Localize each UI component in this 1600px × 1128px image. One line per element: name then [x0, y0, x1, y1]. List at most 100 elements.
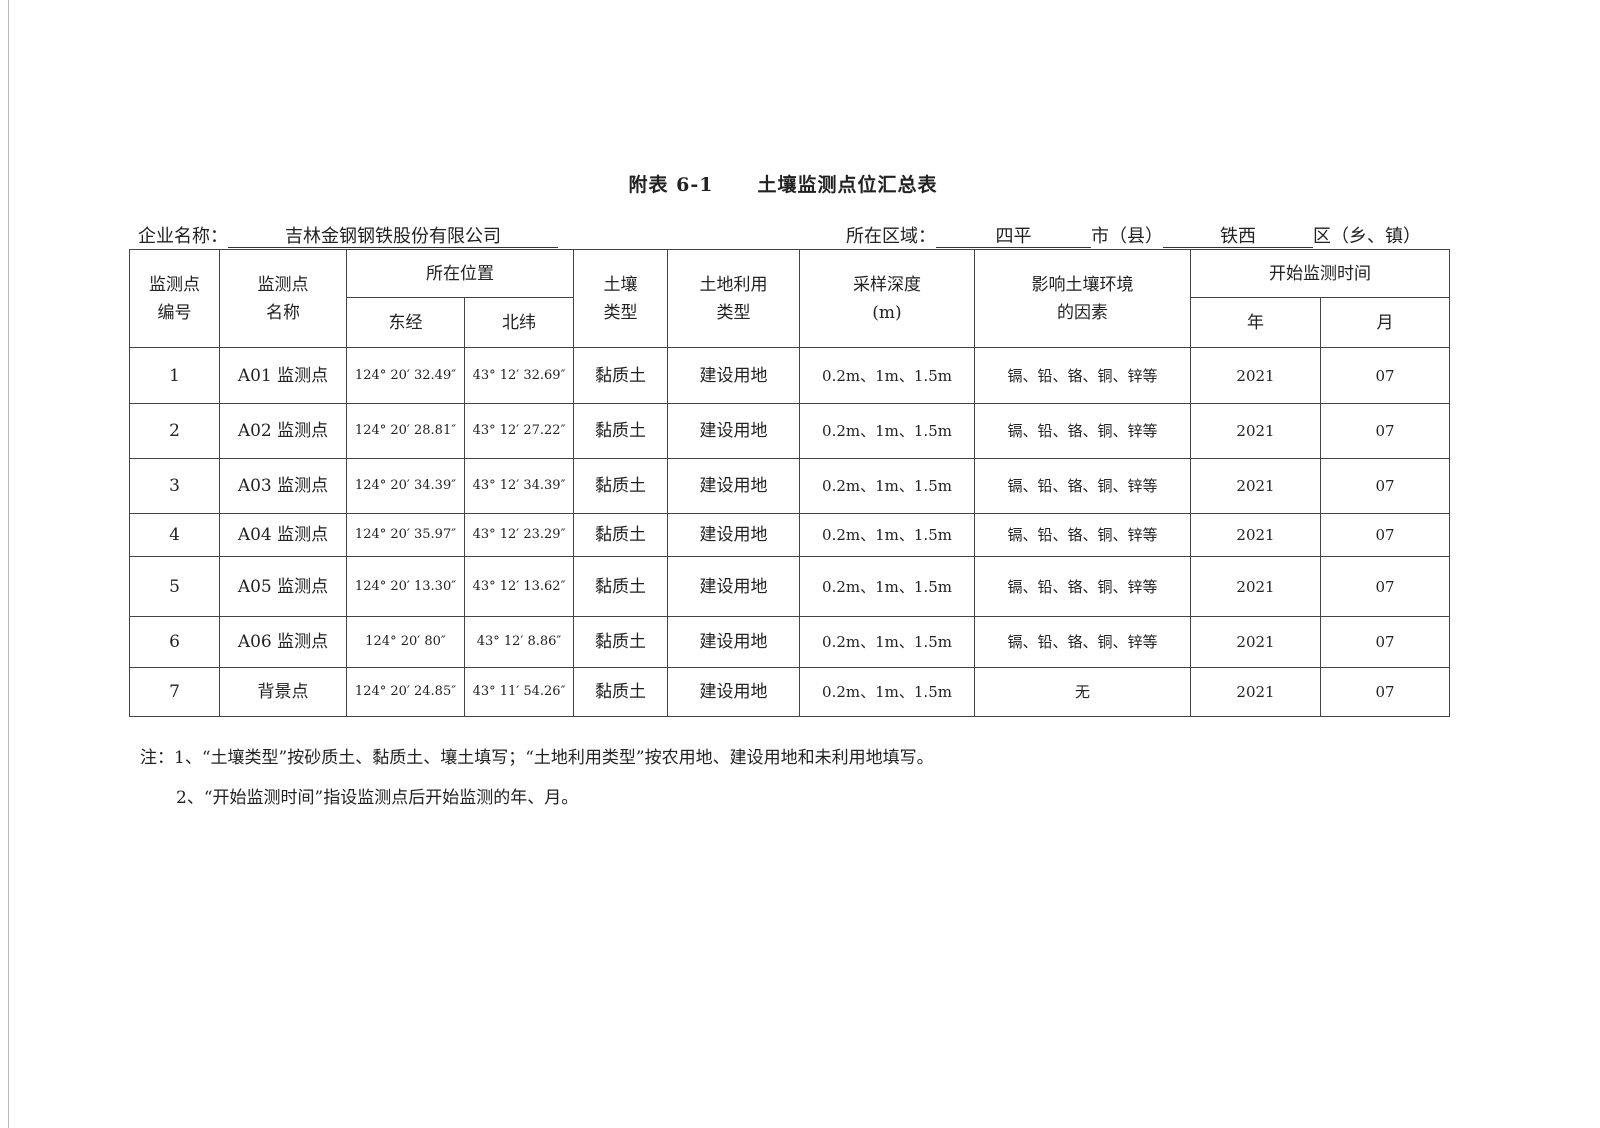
cell-name: A02 监测点	[219, 403, 347, 459]
cell-month: 07	[1320, 458, 1450, 514]
cell-depth: 0.2m、1m、1.5m	[799, 403, 975, 459]
cell-land: 建设用地	[667, 403, 800, 459]
monitoring-points-table: 监测点编号 监测点名称 所在位置 土壤类型 土地利用类型 采样深度(m) 影响土…	[129, 249, 1450, 717]
table-row: 3 A03 监测点 124° 20′ 34.39″ 43° 12′ 34.39″ 黏质土…	[129, 458, 1450, 514]
cell-land: 建设用地	[667, 458, 800, 514]
header-start: 开始监测时间	[1190, 249, 1450, 298]
cell-lat: 43° 11′ 54.26″	[464, 667, 574, 717]
cell-year: 2021	[1190, 616, 1321, 668]
cell-name: A04 监测点	[219, 513, 347, 557]
cell-lon: 124° 20′ 34.39″	[346, 458, 465, 514]
table-row: 7 背景点 124° 20′ 24.85″ 43° 11′ 54.26″ 黏质土 建设用地…	[129, 667, 1450, 717]
cell-id: 6	[129, 616, 220, 668]
header-month: 月	[1320, 297, 1450, 348]
cell-lat: 43° 12′ 23.29″	[464, 513, 574, 557]
cell-lon: 124° 20′ 24.85″	[346, 667, 465, 717]
cell-id: 1	[129, 347, 220, 404]
cell-soil: 黏质土	[573, 667, 668, 717]
cell-soil: 黏质土	[573, 616, 668, 668]
cell-name: A06 监测点	[219, 616, 347, 668]
cell-year: 2021	[1190, 667, 1321, 717]
region-info: 所在区域： 四平 市（县） 铁西 区（乡、镇）	[846, 222, 1421, 248]
table-code: 附表 6-1	[628, 174, 714, 196]
note-1: 注：1、“土壤类型”按砂质土、黏质土、壤土填写；“土地利用类型”按农用地、建设用…	[140, 748, 934, 768]
cell-depth: 0.2m、1m、1.5m	[799, 458, 975, 514]
cell-year: 2021	[1190, 403, 1321, 459]
cell-lon: 124° 20′ 35.97″	[346, 513, 465, 557]
cell-factors: 镉、铅、铬、铜、锌等	[974, 513, 1191, 557]
note-2: 2、“开始监测时间”指设监测点后开始监测的年、月。	[176, 788, 579, 808]
enterprise-value: 吉林金钢钢铁股份有限公司	[228, 227, 558, 248]
table-row: 5 A05 监测点 124° 20′ 13.30″ 43° 12′ 13.62″ 黏质土…	[129, 556, 1450, 617]
cell-name: A03 监测点	[219, 458, 347, 514]
header-lat: 北纬	[464, 297, 574, 348]
table-name: 土壤监测点位汇总表	[757, 174, 938, 196]
cell-id: 7	[129, 667, 220, 717]
enterprise-label: 企业名称：	[138, 226, 228, 247]
header-year: 年	[1190, 297, 1321, 348]
cell-year: 2021	[1190, 556, 1321, 617]
cell-factors: 镉、铅、铬、铜、锌等	[974, 347, 1191, 404]
cell-id: 4	[129, 513, 220, 557]
header-soil: 土壤类型	[573, 249, 668, 348]
cell-soil: 黏质土	[573, 458, 668, 514]
cell-depth: 0.2m、1m、1.5m	[799, 347, 975, 404]
header-factors: 影响土壤环境的因素	[974, 249, 1191, 348]
cell-depth: 0.2m、1m、1.5m	[799, 667, 975, 717]
region-city: 四平	[936, 227, 1091, 248]
cell-name: A01 监测点	[219, 347, 347, 404]
cell-name: 背景点	[219, 667, 347, 717]
cell-name: A05 监测点	[219, 556, 347, 617]
cell-month: 07	[1320, 616, 1450, 668]
cell-land: 建设用地	[667, 667, 800, 717]
cell-soil: 黏质土	[573, 403, 668, 459]
cell-id: 5	[129, 556, 220, 617]
cell-depth: 0.2m、1m、1.5m	[799, 513, 975, 557]
cell-depth: 0.2m、1m、1.5m	[799, 556, 975, 617]
table-row: 2 A02 监测点 124° 20′ 28.81″ 43° 12′ 27.22″ 黏质土…	[129, 403, 1450, 459]
cell-soil: 黏质土	[573, 556, 668, 617]
cell-land: 建设用地	[667, 556, 800, 617]
cell-soil: 黏质土	[573, 513, 668, 557]
table-row: 1 A01 监测点 124° 20′ 32.49″ 43° 12′ 32.69″ 黏质土…	[129, 347, 1450, 404]
header-depth: 采样深度(m)	[799, 249, 975, 348]
cell-year: 2021	[1190, 347, 1321, 404]
header-name: 监测点名称	[219, 249, 347, 348]
table-row: 4 A04 监测点 124° 20′ 35.97″ 43° 12′ 23.29″ 黏质土…	[129, 513, 1450, 557]
cell-factors: 镉、铅、铬、铜、锌等	[974, 458, 1191, 514]
cell-soil: 黏质土	[573, 347, 668, 404]
cell-lon: 124° 20′ 28.81″	[346, 403, 465, 459]
cell-lat: 43° 12′ 34.39″	[464, 458, 574, 514]
region-district-suffix: 区（乡、镇）	[1313, 226, 1421, 247]
header-lon: 东经	[346, 297, 465, 348]
cell-lat: 43° 12′ 32.69″	[464, 347, 574, 404]
cell-month: 07	[1320, 667, 1450, 717]
cell-lon: 124° 20′ 13.30″	[346, 556, 465, 617]
page-title: 附表 6-1 土壤监测点位汇总表	[0, 170, 1566, 197]
cell-month: 07	[1320, 347, 1450, 404]
header-location: 所在位置	[346, 249, 574, 298]
cell-month: 07	[1320, 556, 1450, 617]
cell-land: 建设用地	[667, 513, 800, 557]
cell-factors: 镉、铅、铬、铜、锌等	[974, 403, 1191, 459]
cell-month: 07	[1320, 403, 1450, 459]
region-label: 所在区域：	[846, 226, 936, 247]
scan-edge	[8, 0, 9, 1128]
cell-month: 07	[1320, 513, 1450, 557]
cell-lat: 43° 12′ 8.86″	[464, 616, 574, 668]
cell-year: 2021	[1190, 513, 1321, 557]
cell-lon: 124° 20′ 80″	[346, 616, 465, 668]
header-land: 土地利用类型	[667, 249, 800, 348]
cell-year: 2021	[1190, 458, 1321, 514]
cell-factors: 镉、铅、铬、铜、锌等	[974, 616, 1191, 668]
cell-id: 2	[129, 403, 220, 459]
region-district: 铁西	[1163, 227, 1313, 248]
cell-lat: 43° 12′ 13.62″	[464, 556, 574, 617]
cell-factors: 镉、铅、铬、铜、锌等	[974, 556, 1191, 617]
table-row: 6 A06 监测点 124° 20′ 80″ 43° 12′ 8.86″ 黏质土 建设用地…	[129, 616, 1450, 668]
notes: 注：1、“土壤类型”按砂质土、黏质土、壤土填写；“土地利用类型”按农用地、建设用…	[140, 738, 934, 818]
enterprise-info: 企业名称： 吉林金钢钢铁股份有限公司	[138, 222, 558, 248]
cell-id: 3	[129, 458, 220, 514]
cell-factors: 无	[974, 667, 1191, 717]
cell-lon: 124° 20′ 32.49″	[346, 347, 465, 404]
